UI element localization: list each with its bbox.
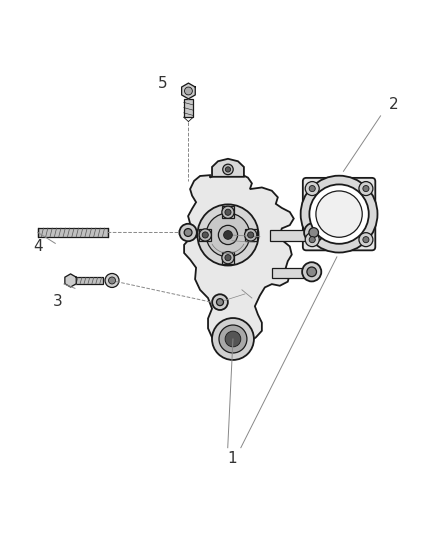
- Text: 1: 1: [227, 451, 237, 466]
- FancyBboxPatch shape: [303, 178, 375, 251]
- Circle shape: [226, 167, 230, 172]
- Circle shape: [222, 206, 234, 219]
- FancyBboxPatch shape: [244, 229, 257, 241]
- Circle shape: [180, 224, 197, 241]
- Text: 2: 2: [389, 98, 399, 112]
- Circle shape: [223, 164, 233, 175]
- Circle shape: [304, 223, 323, 242]
- Circle shape: [184, 87, 192, 95]
- Circle shape: [212, 318, 254, 360]
- Circle shape: [309, 228, 318, 237]
- Circle shape: [199, 229, 212, 241]
- Circle shape: [316, 191, 362, 237]
- Circle shape: [363, 185, 369, 192]
- Circle shape: [309, 184, 369, 244]
- Polygon shape: [270, 230, 314, 241]
- Circle shape: [222, 252, 234, 264]
- Circle shape: [198, 204, 258, 265]
- Polygon shape: [272, 268, 310, 278]
- Text: 4: 4: [33, 239, 42, 254]
- Circle shape: [307, 267, 317, 277]
- Circle shape: [363, 237, 369, 243]
- Circle shape: [109, 277, 116, 284]
- Text: 3: 3: [53, 294, 62, 309]
- Circle shape: [225, 331, 241, 347]
- Polygon shape: [182, 83, 195, 99]
- Polygon shape: [65, 274, 76, 287]
- Circle shape: [216, 298, 223, 305]
- FancyBboxPatch shape: [74, 277, 103, 284]
- Circle shape: [300, 176, 378, 253]
- Circle shape: [309, 237, 315, 243]
- Circle shape: [184, 229, 192, 237]
- FancyBboxPatch shape: [184, 99, 193, 117]
- Polygon shape: [184, 171, 294, 346]
- Circle shape: [219, 325, 247, 353]
- Text: 5: 5: [157, 77, 167, 92]
- Circle shape: [305, 233, 319, 247]
- Circle shape: [225, 209, 231, 215]
- Circle shape: [309, 185, 315, 192]
- Circle shape: [206, 213, 250, 257]
- Circle shape: [247, 232, 254, 238]
- Circle shape: [212, 294, 228, 310]
- Circle shape: [359, 233, 373, 247]
- Circle shape: [359, 182, 373, 196]
- Circle shape: [202, 232, 208, 238]
- Circle shape: [219, 225, 237, 245]
- Circle shape: [302, 262, 321, 281]
- Circle shape: [105, 273, 119, 287]
- FancyBboxPatch shape: [199, 229, 212, 241]
- Polygon shape: [212, 159, 244, 177]
- FancyBboxPatch shape: [222, 252, 234, 264]
- Circle shape: [244, 229, 257, 241]
- Circle shape: [224, 231, 232, 239]
- Circle shape: [305, 182, 319, 196]
- FancyBboxPatch shape: [222, 206, 234, 219]
- Circle shape: [225, 255, 231, 261]
- FancyBboxPatch shape: [38, 228, 108, 237]
